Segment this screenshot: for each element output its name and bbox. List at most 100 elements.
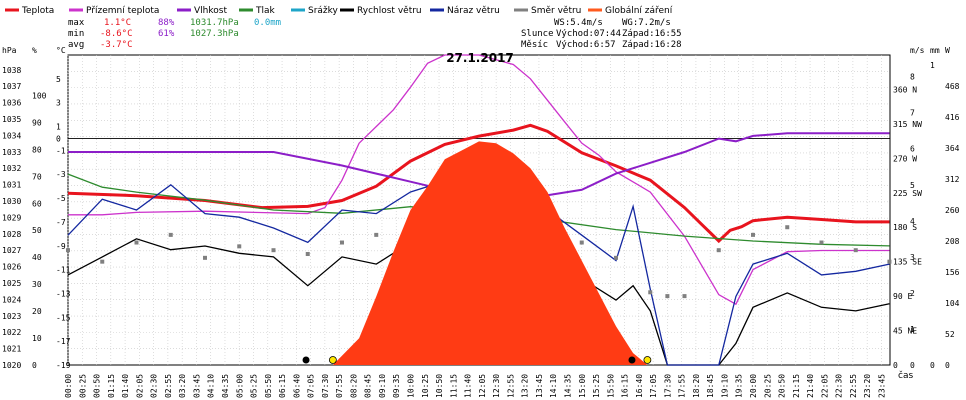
- x-tick-label: 12:30: [492, 374, 501, 398]
- wind-direction-point: [648, 290, 653, 295]
- stats-max-label: max: [68, 18, 85, 28]
- tick-label: 1021: [2, 345, 21, 354]
- tick-label: 1037: [2, 82, 21, 91]
- x-tick-label: 20:50: [778, 374, 787, 398]
- x-tick-label: 20:00: [749, 374, 758, 398]
- x-tick-label: 14:35: [563, 374, 572, 398]
- tick-label: -11: [56, 266, 71, 275]
- x-tick-label: 02:05: [135, 374, 144, 398]
- x-tick-label: 18:45: [706, 374, 715, 398]
- axis-unit: %: [32, 46, 37, 55]
- x-tick-label: 10:00: [407, 374, 416, 398]
- x-tick-label: 15:00: [578, 374, 587, 398]
- tick-label: 1036: [2, 99, 21, 108]
- tick-label: 468: [945, 82, 960, 91]
- wind-direction-point: [374, 232, 379, 237]
- x-tick-label: 22:55: [849, 374, 858, 398]
- chart-title: 27.1.2017: [446, 51, 514, 65]
- tick-label: 1029: [2, 213, 21, 222]
- x-tick-label: 15:50: [606, 374, 615, 398]
- tick-label: 1024: [2, 295, 21, 304]
- tick-label: 225 SW: [893, 189, 922, 198]
- x-tick-label: 11:15: [449, 374, 458, 398]
- sunrise-marker: [328, 356, 337, 364]
- wind-direction-point: [665, 294, 670, 299]
- stats-max-rain: 0.0mm: [254, 18, 281, 28]
- stats-ws: WS:5.4m/s: [554, 18, 603, 28]
- x-tick-label: 16:15: [621, 374, 630, 398]
- x-tick-label: 19:10: [720, 374, 729, 398]
- tick-label: 1: [930, 61, 935, 70]
- x-tick-label: 05:50: [264, 374, 273, 398]
- tick-label: 5: [910, 181, 915, 190]
- tick-label: 8: [910, 73, 915, 82]
- legend-label: Směr větru: [531, 6, 581, 16]
- legend-label: Tlak: [255, 6, 276, 16]
- x-tick-label: 02:30: [150, 374, 159, 398]
- tick-label: 0: [945, 361, 950, 370]
- stats-wg: WG:7.2m/s: [622, 18, 671, 28]
- stats-max-hum: 88%: [158, 18, 175, 28]
- stats-max-temp: 1.1°C: [104, 18, 131, 28]
- series-line: [67, 123, 890, 244]
- axis-unit: W: [945, 46, 950, 55]
- x-tick-label: 17:30: [663, 374, 672, 398]
- x-tick-label: 04:10: [207, 374, 216, 398]
- tick-label: 30: [32, 280, 42, 289]
- tick-label: 4: [910, 217, 915, 226]
- x-tick-label: 15:25: [592, 374, 601, 398]
- tick-label: 60: [32, 199, 42, 208]
- wind-direction-point: [682, 294, 687, 299]
- x-tick-label: 06:15: [278, 374, 287, 398]
- x-tick-label: 22:05: [820, 374, 829, 398]
- tick-label: 1031: [2, 181, 21, 190]
- legend-label: Rychlost větru: [357, 6, 422, 16]
- x-tick-label: 07:55: [335, 374, 344, 398]
- x-tick-label: 16:40: [635, 374, 644, 398]
- tick-label: 1020: [2, 361, 21, 370]
- wind-direction-point: [716, 248, 721, 253]
- stats-avg-label: avg: [68, 40, 84, 50]
- tick-label: 315 NW: [893, 120, 922, 129]
- x-tick-label: 01:15: [107, 374, 116, 398]
- tick-label: 50: [32, 226, 42, 235]
- x-tick-label: 17:05: [649, 374, 658, 398]
- axis-unit: mm: [930, 46, 940, 55]
- x-tick-label: 21:15: [792, 374, 801, 398]
- x-tick-label: 00:50: [93, 374, 102, 398]
- legend-label: Teplota: [21, 6, 54, 16]
- series: [66, 54, 892, 366]
- x-tick-label: 23:45: [877, 374, 886, 398]
- x-tick-label: 14:10: [549, 374, 558, 398]
- wind-direction-point: [100, 259, 105, 264]
- x-tick-label: 08:20: [349, 374, 358, 398]
- x-tick-label: 23:20: [863, 374, 872, 398]
- tick-label: 40: [32, 253, 42, 262]
- wind-direction-point: [134, 240, 139, 245]
- tick-label: -17: [56, 337, 71, 346]
- stats-max-press: 1031.7hPa: [190, 18, 239, 28]
- axes: hPa1038103710361035103410331032103110301…: [2, 46, 960, 398]
- x-tick-label: 10:25: [421, 374, 430, 398]
- x-tick-label: 01:40: [121, 374, 130, 398]
- tick-label: 1033: [2, 148, 21, 157]
- tick-label: 80: [32, 145, 42, 154]
- tick-label: 6: [910, 145, 915, 154]
- tick-label: 90 E: [893, 292, 912, 301]
- x-axis-label: čas: [898, 370, 913, 381]
- x-tick-label: 07:30: [321, 374, 330, 398]
- wind-direction-point: [168, 232, 173, 237]
- tick-label: 20: [32, 307, 42, 316]
- wind-direction-point: [340, 240, 344, 245]
- x-tick-label: 17:55: [678, 374, 687, 398]
- wind-direction-point: [271, 248, 276, 253]
- x-tick-label: 03:20: [178, 374, 187, 398]
- x-tick-label: 12:05: [478, 374, 487, 398]
- tick-label: -9: [56, 242, 66, 251]
- tick-label: 1034: [2, 131, 21, 140]
- wind-direction-point: [305, 252, 310, 257]
- series-line: [68, 54, 890, 306]
- tick-label: 90: [32, 118, 42, 127]
- moonrise-marker: [302, 356, 310, 364]
- sun-rise: Východ:07:44: [556, 29, 621, 39]
